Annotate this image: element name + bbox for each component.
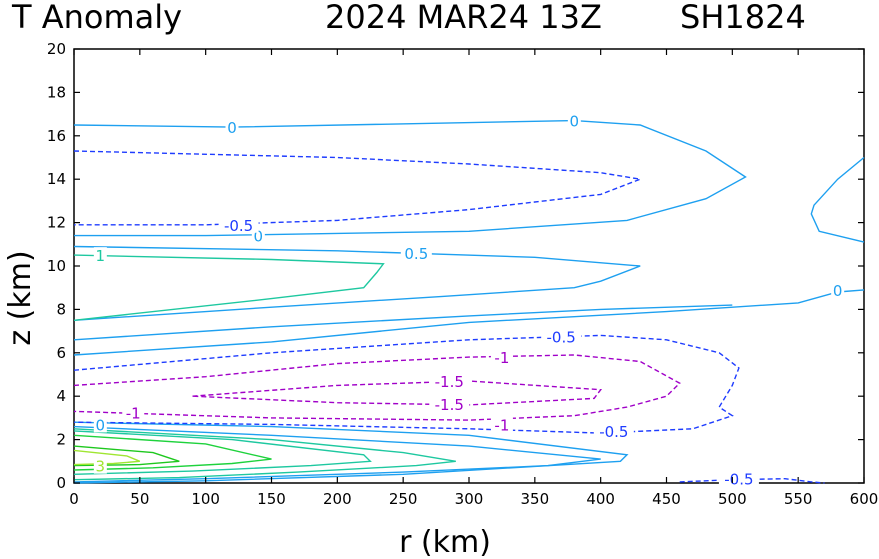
contour-label-13: -1 [494,416,509,434]
x-axis-label: r (km) [399,525,491,559]
contour-label-7: -0.5 [599,423,628,441]
contour-label-16: 3 [96,458,106,476]
contour-label-8: -0.5 [724,471,753,489]
contour-label-bg-7 [593,422,634,439]
contour-line-8 [73,428,456,481]
contour-label-0: 0 [227,119,237,137]
y-tick-label-8: 16 [47,127,66,145]
x-tick-label-0: 0 [69,490,79,508]
contour-label-10: 1 [96,247,106,265]
y-tick-label-4: 8 [56,300,66,318]
contour-label-1: 0 [570,113,580,131]
x-tick-label-4: 200 [323,490,352,508]
contour-line-0 [73,119,747,237]
contour-line-6 [73,425,601,483]
x-tick-label-7: 350 [521,490,550,508]
x-axis-ticks: 0 50 100 150 200 250 300 350 400 450 500 550 600 [69,49,878,508]
contour-label-12: -1 [126,404,141,422]
contour-line-5 [73,304,733,341]
contour-line-10 [73,434,272,471]
contour-label-11: -1 [494,349,509,367]
contour-label-bg-15 [429,395,470,412]
contour-label-9: 0.5 [404,245,428,263]
y-tick-label-5: 10 [47,257,66,275]
storm-id: SH1824 [680,0,806,36]
contour-label-bg-6 [541,328,582,345]
contour-label-6: -0.5 [547,329,576,347]
x-tick-label-8: 400 [586,490,615,508]
y-tick-label-6: 12 [47,214,66,232]
contour-label-bg-12 [122,404,145,421]
contour-line-3 [73,421,629,484]
x-tick-label-11: 550 [784,490,813,508]
contour-label-14: -1.5 [435,373,464,391]
contour-line-2 [73,289,865,356]
contour-label-bg-13 [490,416,513,433]
y-tick-label-3: 6 [56,344,66,362]
contour-line-7 [73,254,385,321]
contour-line-12 [73,449,141,466]
contour-label-bg-16 [93,457,107,474]
contour-label-2: 0 [254,228,264,246]
x-tick-label-5: 250 [389,490,418,508]
plot-frame [73,48,865,484]
contour-label-bg-14 [429,373,470,390]
contour-line-11 [73,445,180,467]
x-tick-label-2: 100 [191,490,220,508]
contour-label-5: -0.5 [224,217,253,235]
contour-label-bg-8 [718,470,759,487]
x-tick-label-1: 50 [130,490,149,508]
contour-label-4: 0 [96,416,106,434]
contour-label-15: -1.5 [435,396,464,414]
contour-label-bg-1 [567,112,581,129]
x-tick-label-12: 600 [850,490,879,508]
contour-label-3: 0 [833,282,843,300]
y-tick-label-2: 4 [56,387,66,405]
contour-line-13 [73,150,643,226]
contour-label-bg-3 [831,281,845,298]
y-tick-label-10: 20 [47,40,66,58]
chart-datetime: 2024 MAR24 13Z [325,0,602,36]
contour-line-16 [73,354,681,421]
y-tick-label-0: 0 [56,474,66,492]
y-axis-label: z (km) [3,250,38,345]
y-tick-label-1: 2 [56,431,66,449]
chart-title: T Anomaly [11,0,182,36]
contour-label-bg-4 [93,416,107,433]
y-tick-label-9: 18 [47,83,66,101]
contour-label-bg-5 [218,216,259,233]
contour-lines [73,119,865,484]
contour-line-15 [679,477,825,484]
contour-label-bg-9 [400,244,432,261]
contour-line-9 [73,430,372,475]
contour-line-14 [73,334,740,434]
contour-label-bg-10 [93,247,107,264]
contour-label-bg-0 [225,119,239,136]
y-tick-label-7: 14 [47,170,66,188]
contour-line-1 [810,156,865,243]
x-tick-label-3: 150 [257,490,286,508]
contour-line-17 [192,380,603,406]
contour-label-bg-11 [490,349,513,366]
x-tick-label-9: 450 [652,490,681,508]
x-tick-label-6: 300 [455,490,484,508]
x-tick-label-10: 500 [718,490,747,508]
